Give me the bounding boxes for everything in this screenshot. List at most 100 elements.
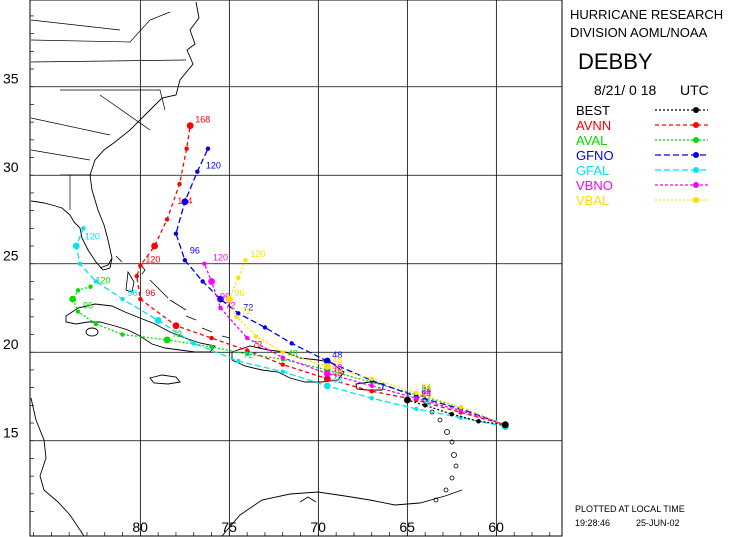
forecast-hour-label: 48 xyxy=(332,355,342,365)
track-point xyxy=(449,411,455,417)
storm-name: DEBBY xyxy=(578,49,653,74)
track-point xyxy=(458,404,463,410)
forecast-hour-label: 96 xyxy=(83,301,93,311)
track-point xyxy=(280,362,285,367)
lon-tick-label: 75 xyxy=(221,519,237,535)
legend-label: BEST xyxy=(576,103,610,118)
jamaica-coast xyxy=(149,374,181,385)
legend-swatch-dot xyxy=(693,167,699,173)
track-line xyxy=(407,399,506,426)
track-point xyxy=(163,336,171,344)
forecast-hour-label: 120 xyxy=(206,161,221,171)
legend-swatch-dot xyxy=(693,197,699,203)
track-point xyxy=(202,261,207,266)
track-point xyxy=(195,169,200,174)
track-point xyxy=(501,421,509,429)
footer-note: PLOTTED AT LOCAL TIME xyxy=(575,504,685,514)
yucatan-coast xyxy=(30,397,85,537)
track-point xyxy=(164,217,170,222)
track-point xyxy=(184,146,189,151)
forecast-hour-label: 120 xyxy=(250,249,265,259)
track-line xyxy=(75,228,506,428)
track-point xyxy=(138,296,143,302)
track-point xyxy=(422,403,428,408)
legend-item-avnn: AVNN xyxy=(576,118,708,133)
track-point xyxy=(476,419,481,424)
forecast-hour-label: 48 xyxy=(332,362,342,372)
forecast-hour-label: 96 xyxy=(190,246,200,256)
legend-item-gfno: GFNO xyxy=(576,148,708,163)
track-point xyxy=(209,335,214,341)
us-east-coast xyxy=(30,1,200,271)
track-point xyxy=(236,358,241,364)
track-point xyxy=(88,284,93,289)
track-point xyxy=(280,350,285,355)
advisory-date: 8/21/ 0 18 xyxy=(594,82,656,98)
florida-west-coast xyxy=(99,257,113,269)
forecast-hour-label: 96 xyxy=(128,288,138,298)
track-point xyxy=(414,390,419,396)
legend-item-best: BEST xyxy=(576,103,708,118)
legend-swatch-dot xyxy=(693,137,699,143)
track-point xyxy=(217,295,224,303)
lat-tick-label: 35 xyxy=(3,71,19,87)
track-point xyxy=(244,351,250,357)
track-point xyxy=(151,242,159,250)
forecast-hour-label: 120 xyxy=(96,276,111,286)
forecast-hour-label: 72 xyxy=(225,301,235,311)
track-point xyxy=(205,146,211,151)
track-point xyxy=(414,406,419,412)
track-point xyxy=(414,396,419,401)
legend-swatch-dot xyxy=(693,122,699,128)
track-point xyxy=(244,335,250,341)
map-frame xyxy=(29,0,563,537)
track-point xyxy=(120,296,125,302)
track-point xyxy=(200,279,205,284)
track-point xyxy=(369,388,374,394)
lat-tick-label: 15 xyxy=(3,425,19,441)
track-point xyxy=(236,275,241,281)
track-line xyxy=(203,263,506,426)
track-point xyxy=(120,332,125,337)
track-point xyxy=(191,341,196,346)
latitude-labels: 35 30 25 20 15 xyxy=(3,71,19,441)
track-point xyxy=(323,382,331,390)
forecast-hour-label: 72 xyxy=(241,306,251,316)
track-point xyxy=(177,181,182,187)
forecast-hour-label: 24 xyxy=(421,389,431,399)
footer-date: 25-JUN-02 xyxy=(636,518,680,528)
lat-tick-label: 20 xyxy=(3,336,19,352)
forecast-hour-label: 24 xyxy=(421,398,431,408)
lon-tick-label: 60 xyxy=(488,519,504,535)
track-point xyxy=(72,242,80,250)
lon-tick-label: 70 xyxy=(310,519,326,535)
track-point xyxy=(77,261,83,266)
track-point xyxy=(225,295,233,303)
lon-tick-label: 65 xyxy=(399,519,415,535)
track-point xyxy=(69,295,77,303)
track-point xyxy=(81,226,86,231)
track-best xyxy=(403,396,509,429)
track-point xyxy=(173,231,179,236)
track-point xyxy=(253,334,259,339)
isla-juventud xyxy=(85,327,99,337)
track-point xyxy=(403,396,411,404)
track-point xyxy=(218,305,223,311)
track-point xyxy=(289,341,294,346)
track-point xyxy=(236,311,241,316)
track-point xyxy=(172,322,180,330)
lat-tick-label: 25 xyxy=(3,248,19,264)
forecast-hour-label: 48 xyxy=(332,375,342,385)
forecast-hour-label: 120 xyxy=(213,253,228,263)
legend-item-aval: AVAL xyxy=(576,133,708,148)
org-line1: HURRICANE RESEARCH xyxy=(570,7,723,22)
forecast-hour-label: 96 xyxy=(220,292,230,302)
forecast-hour-label: 72 xyxy=(252,339,262,349)
track-point xyxy=(323,357,331,365)
track-point xyxy=(280,355,285,360)
forecast-hour-label: 48 xyxy=(288,348,298,358)
forecast-hour-label: 120 xyxy=(145,255,160,265)
